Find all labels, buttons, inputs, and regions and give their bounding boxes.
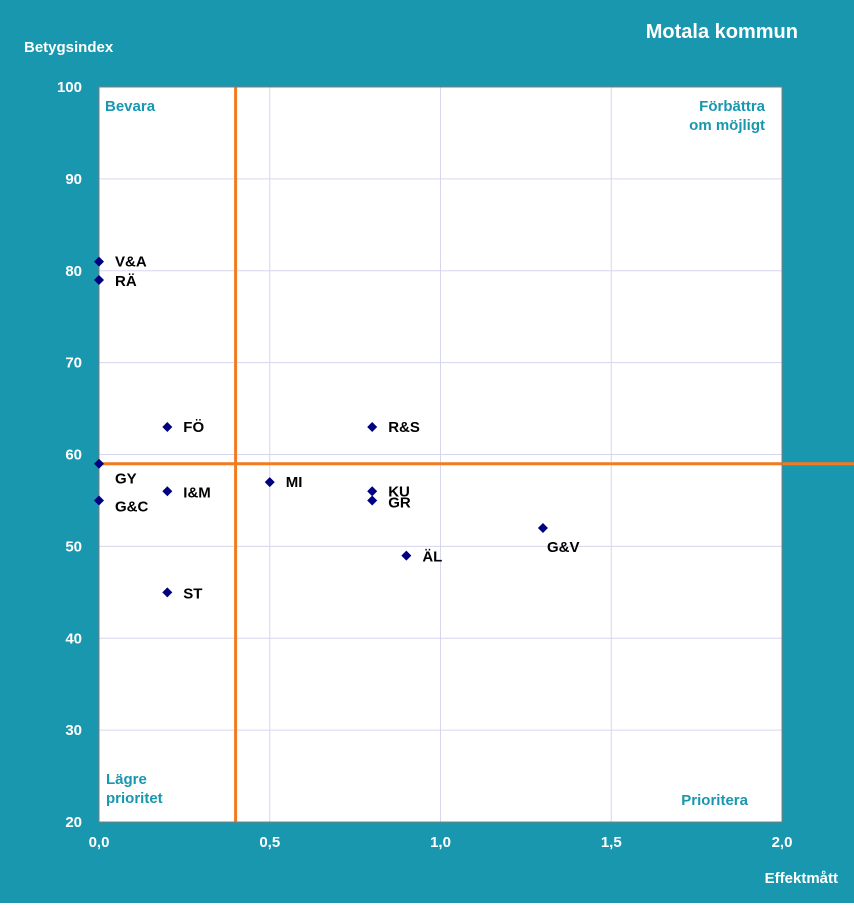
data-point-label: R&S <box>388 419 420 436</box>
data-point-label: KU <box>388 483 410 500</box>
quadrant-label-bottom-left: Lägre <box>106 771 147 788</box>
data-point-marker <box>162 486 173 497</box>
data-point-label: V&A <box>115 254 147 271</box>
quadrant-labels: Bevara Förbättra om möjligt Lägre prioritet P… <box>105 98 766 809</box>
y-axis-label: Betygsindex <box>24 39 114 56</box>
data-point-marker <box>537 523 548 533</box>
reference-lines <box>99 87 854 822</box>
data-point-marker <box>367 421 378 432</box>
data-point-marker <box>367 495 378 506</box>
x-tick-label: 2,0 <box>772 834 793 851</box>
x-tick-label: 0,0 <box>89 834 110 851</box>
y-tick-label: 70 <box>65 355 82 372</box>
data-point-marker <box>162 421 173 432</box>
quadrant-label-top-right: Förbättra <box>699 98 765 115</box>
x-axis-label: Effektmått <box>765 870 838 887</box>
x-tick-label: 1,0 <box>430 834 451 851</box>
data-point-label: I&M <box>183 484 211 501</box>
data-point-marker <box>94 256 104 267</box>
quadrant-label-bottom-right: Prioritera <box>681 792 748 809</box>
data-point-marker <box>94 274 104 285</box>
gridlines <box>99 87 782 822</box>
y-tick-label: 50 <box>65 538 82 555</box>
data-point-label: G&V <box>547 539 580 556</box>
data-point-marker <box>264 477 275 488</box>
data-point-marker <box>94 495 104 506</box>
data-point-label: ÄL <box>422 549 442 566</box>
data-point-label: RÄ <box>115 273 137 290</box>
data-point-label: FÖ <box>183 419 204 436</box>
y-tick-label: 60 <box>65 447 82 464</box>
y-tick-label: 80 <box>65 263 82 280</box>
y-tick-label: 20 <box>65 814 82 831</box>
y-tick-label: 90 <box>65 171 82 188</box>
quadrant-label-bottom-left: prioritet <box>106 790 163 807</box>
data-point-label: GY <box>115 471 137 488</box>
data-point-label: ST <box>183 585 202 602</box>
data-point-marker <box>367 486 378 497</box>
x-tick-label: 1,5 <box>601 834 622 851</box>
plot-border <box>98 86 783 823</box>
data-point-marker <box>401 550 412 561</box>
data-point-marker <box>162 587 173 598</box>
chart-title: Motala kommun <box>646 21 798 43</box>
data-point-label: G&C <box>115 498 149 515</box>
quadrant-label-top-right: om möjligt <box>689 117 765 134</box>
data-point-label: MI <box>286 474 303 491</box>
y-tick-label: 100 <box>57 79 82 96</box>
y-tick-label: 40 <box>65 630 82 647</box>
y-tick-label: 30 <box>65 722 82 739</box>
x-tick-label: 0,5 <box>259 834 280 851</box>
axis-ticks: 20 30 40 50 60 70 80 90 100 0,0 0,5 1,0 1,5 2,0 <box>57 79 792 851</box>
quadrant-label-top-left: Bevara <box>105 98 156 115</box>
data-point-label: GR <box>388 494 411 511</box>
data-point-marker <box>94 458 104 469</box>
